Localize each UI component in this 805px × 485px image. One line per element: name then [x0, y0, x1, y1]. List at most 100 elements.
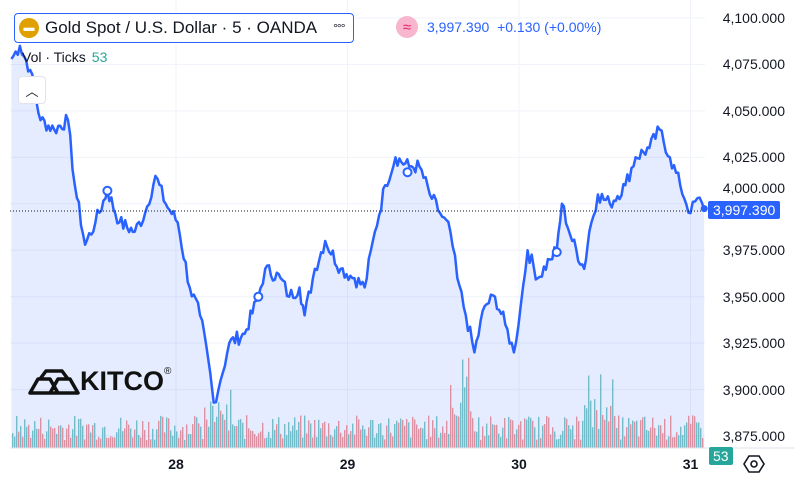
volume-bar — [496, 424, 498, 448]
volume-bar — [214, 421, 216, 448]
volume-bar — [472, 418, 474, 448]
volume-bar — [166, 417, 168, 448]
volume-bar — [194, 416, 196, 448]
volume-bar — [192, 424, 194, 448]
volume-bar — [270, 438, 272, 448]
price-tick-label: 3,925.000 — [722, 335, 785, 352]
volume-bar — [560, 434, 562, 448]
volume-bar — [548, 417, 550, 448]
volume-bar — [238, 419, 240, 448]
volume-bar — [678, 435, 680, 448]
volume-bar — [476, 431, 478, 448]
volume-bar — [460, 402, 462, 448]
volume-bar — [224, 419, 226, 448]
volume-bar — [540, 438, 542, 448]
volume-bar — [30, 437, 32, 448]
volume-bar — [492, 424, 494, 448]
volume-bar — [570, 429, 572, 448]
volume-bar — [280, 433, 282, 448]
event-marker[interactable] — [402, 167, 413, 178]
volume-bar — [662, 433, 664, 448]
volume-bar — [434, 428, 436, 448]
volume-bar — [298, 421, 300, 448]
event-marker[interactable] — [551, 247, 562, 258]
volume-bar — [208, 426, 210, 448]
volume-bar — [582, 420, 584, 448]
volume-bar — [198, 423, 200, 448]
volume-bar — [626, 427, 628, 448]
volume-bar — [610, 405, 612, 448]
symbol-legend[interactable]: ▬ Gold Spot / U.S. Dollar · 5 · OANDA °°… — [14, 13, 354, 43]
chevron-up-icon: ︿ — [25, 83, 39, 99]
volume-bar — [96, 439, 98, 448]
volume-bar — [248, 428, 250, 448]
volume-bar — [16, 415, 18, 448]
volume-bar — [94, 422, 96, 448]
more-options-icon[interactable]: °°° — [333, 21, 345, 35]
volume-bar — [410, 437, 412, 448]
volume-bar — [18, 431, 20, 448]
volume-bar — [38, 428, 40, 448]
volume-bar — [542, 425, 544, 448]
volume-bar — [664, 418, 666, 448]
volume-bar — [598, 428, 600, 448]
volume-bar — [674, 437, 676, 448]
volume-bar — [702, 438, 704, 448]
volume-bar — [156, 429, 158, 448]
volume-bar — [220, 410, 222, 448]
volume-bar — [168, 418, 170, 448]
event-marker[interactable] — [102, 185, 113, 196]
volume-bar — [612, 379, 614, 448]
price-tick-label: 4,050.000 — [722, 102, 785, 119]
volume-bar — [656, 435, 658, 448]
price-tick-label: 3,900.000 — [722, 381, 785, 398]
price-area — [11, 45, 705, 449]
volume-bar — [218, 402, 220, 448]
volume-bar — [286, 435, 288, 448]
volume-bar — [652, 417, 654, 448]
volume-bar — [68, 424, 70, 448]
volume-bar — [134, 429, 136, 448]
volume-bar — [394, 423, 396, 448]
volume-bar — [348, 434, 350, 448]
volume-bar — [534, 427, 536, 448]
volume-bar — [244, 438, 246, 448]
volume-bar — [22, 436, 24, 448]
approx-icon[interactable]: ≈ — [396, 16, 418, 38]
volume-bar — [236, 425, 238, 448]
volume-bar — [196, 417, 198, 448]
time-tick-label: 29 — [339, 456, 356, 472]
volume-bar — [498, 433, 500, 448]
volume-bar — [400, 418, 402, 448]
volume-legend: Vol · Ticks 53 — [22, 49, 107, 65]
volume-bar — [642, 417, 644, 448]
volume-bar — [486, 423, 488, 448]
volume-bar — [522, 439, 524, 448]
event-marker[interactable] — [253, 291, 264, 302]
volume-bar — [696, 422, 698, 448]
volume-bar — [574, 439, 576, 448]
volume-bar — [588, 375, 590, 448]
volume-bar — [184, 439, 186, 448]
volume-bar — [354, 434, 356, 448]
settings-icon[interactable] — [743, 453, 765, 475]
volume-bar — [602, 415, 604, 448]
volume-bar — [436, 416, 438, 448]
volume-bar — [356, 415, 358, 448]
volume-bar — [304, 415, 306, 448]
volume-bar — [432, 420, 434, 448]
volume-bar — [398, 422, 400, 448]
volume-bar — [318, 419, 320, 448]
volume-bar — [364, 429, 366, 448]
volume-bar — [520, 421, 522, 448]
volume-bar — [392, 436, 394, 448]
volume-bar — [346, 425, 348, 448]
volume-bar — [514, 434, 516, 448]
price-line — [10, 44, 706, 404]
collapse-legend-button[interactable]: ︿ — [18, 76, 46, 104]
volume-bar — [98, 436, 100, 448]
time-tick-label: 30 — [511, 456, 527, 472]
volume-bar — [150, 439, 152, 448]
volume-title: Vol · Ticks — [22, 49, 86, 65]
